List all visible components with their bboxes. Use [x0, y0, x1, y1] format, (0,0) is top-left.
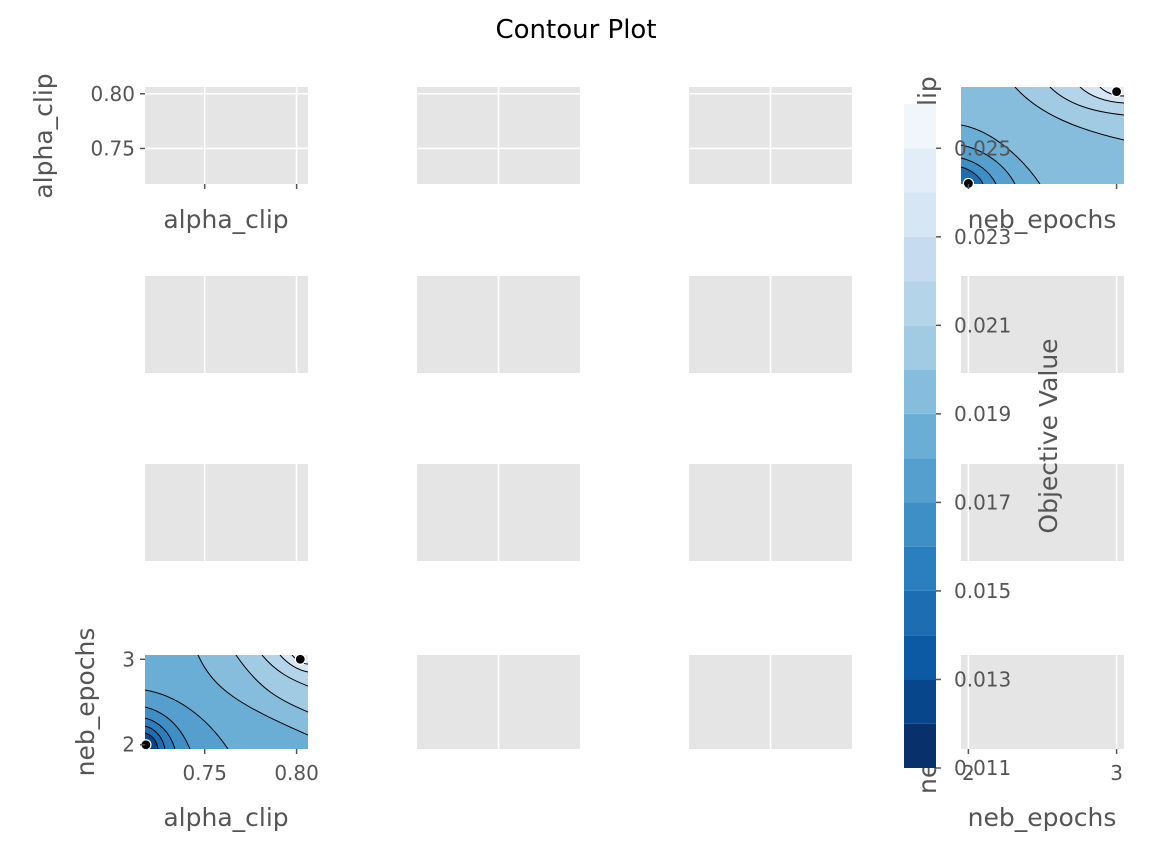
colorbar-tick-label: 0.011 [954, 756, 1011, 780]
x-axis-label-alpha-clip-top: alpha_clip [163, 205, 288, 234]
colorbar-tick-label: 0.023 [954, 225, 1011, 249]
colorbar-segment [904, 723, 936, 768]
x-tick-label: 0.80 [274, 761, 319, 785]
contour-line [961, 157, 997, 184]
y-axis-label-neb-epochs: neb_epochs [71, 628, 100, 777]
colorbar-segment [904, 325, 936, 370]
colorbar-tick-label: 0.015 [954, 579, 1011, 603]
colorbar-tick-label: 0.013 [954, 667, 1011, 691]
colorbar-segment [904, 192, 936, 237]
y-axis-label-alpha-clip: alpha_clip [29, 73, 58, 198]
x-tick-label: 3 [1110, 761, 1123, 785]
subplot-r3-c3 [961, 655, 1124, 749]
subplot-r1-c0 [145, 276, 308, 373]
colorbar-segment [904, 236, 936, 282]
x-axis-label-neb-epochs: neb_epochs [968, 803, 1117, 832]
subplot-r1-c3 [961, 276, 1124, 373]
contour-panel-alpha-clip-vs-neb-epochs [145, 655, 308, 749]
contour-line [961, 124, 1041, 184]
trial-point [294, 653, 306, 665]
colorbar-tick-label: 0.017 [954, 490, 1011, 514]
colorbar: 0.011 0.013 0.015 0.017 0.019 0.021 0.023 0.025… [904, 104, 1063, 780]
contour-line [145, 706, 191, 749]
colorbar-segment [904, 281, 936, 326]
colorbar-segment [904, 413, 936, 459]
y-tick-label: 0.75 [90, 136, 135, 160]
colorbar-segment [904, 369, 936, 414]
colorbar-segment [904, 635, 936, 680]
colorbar-segment [904, 679, 936, 724]
colorbar-segment [904, 546, 936, 591]
subplot-grid: 0.800.751010320.750.800.00.51.00.00.51.0… [29, 73, 1124, 832]
y-tick-label: 3 [122, 647, 135, 671]
colorbar-segment [904, 148, 936, 193]
colorbar-segment [904, 502, 936, 547]
contour-line [145, 725, 166, 749]
contour-line [1049, 87, 1124, 116]
x-tick-label: 2 [962, 761, 975, 785]
colorbar-tick-label: 0.019 [954, 402, 1011, 426]
contour-line [961, 166, 984, 184]
y-tick-label: 0.80 [90, 82, 135, 106]
colorbar-segment [904, 590, 936, 636]
contour-line [235, 655, 308, 713]
colorbar-tick-label: 0.021 [954, 313, 1011, 337]
contour-line [1099, 87, 1124, 97]
contour-line [145, 689, 229, 749]
contour-line [197, 655, 308, 736]
contour-line [145, 717, 176, 749]
subplot-r2-c3 [961, 464, 1124, 561]
y-tick-label: 2 [122, 733, 135, 757]
contour-line [261, 655, 308, 687]
x-axis-label-alpha-clip: alpha_clip [163, 803, 288, 832]
colorbar-segment [904, 104, 936, 149]
figure-title: Contour Plot [495, 15, 656, 45]
subplot-r0-c0 [145, 87, 308, 184]
contour-line [1014, 87, 1124, 141]
x-axis-label-neb-epochs-top: neb_epochs [968, 205, 1117, 234]
x-tick-label: 0.75 [182, 761, 227, 785]
contour-panel-neb-epochs-vs-alpha-clip [961, 87, 1124, 184]
subplot-r2-c0 [145, 464, 308, 561]
contour-line [961, 144, 1016, 184]
colorbar-tick-label: 0.025 [954, 136, 1011, 160]
colorbar-label: Objective Value [1034, 338, 1063, 533]
trial-point [1110, 85, 1123, 98]
colorbar-segment [904, 458, 936, 503]
y-axis-label-partial-top: lip [913, 76, 942, 106]
contour-line [1079, 87, 1124, 104]
contour-line [279, 655, 308, 673]
contour-line [145, 732, 159, 749]
